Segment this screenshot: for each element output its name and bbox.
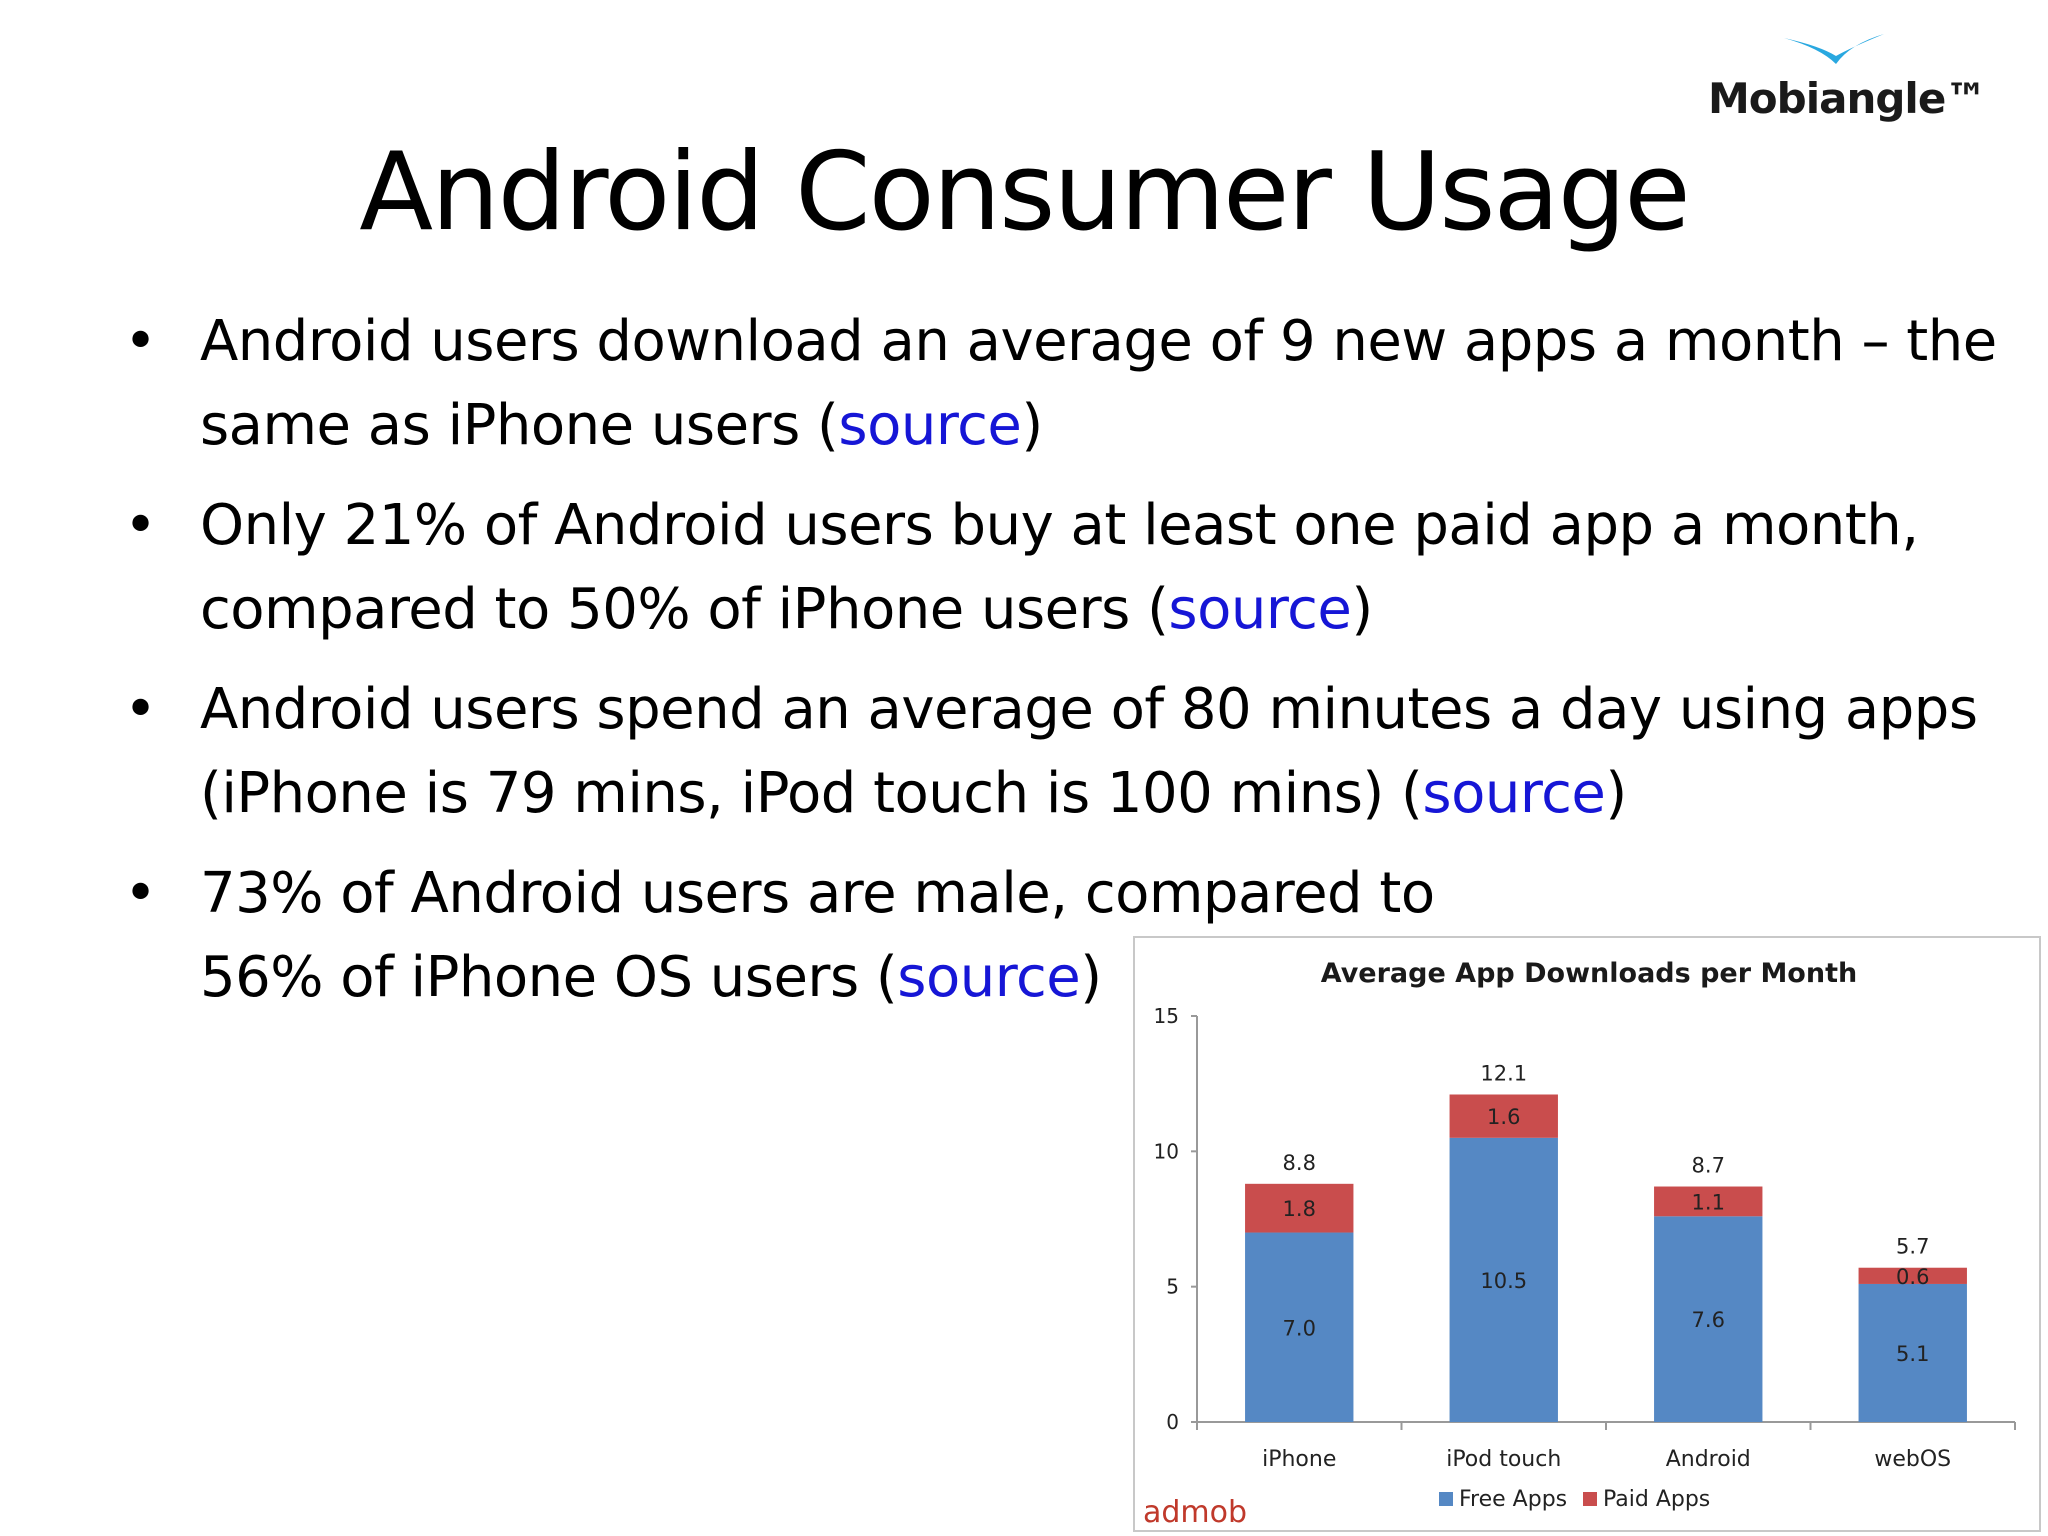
chart-title: Average App Downloads per Month xyxy=(1321,958,1857,989)
bar-segment xyxy=(1654,1186,1763,1217)
category-label: iPhone xyxy=(1262,1447,1336,1472)
logo-swoosh-icon xyxy=(1784,34,1884,64)
bullet-close: ) xyxy=(1605,761,1627,826)
bar-total-label: 5.7 xyxy=(1896,1235,1929,1259)
bullet-text: Android users spend an average of 80 min… xyxy=(200,677,1978,826)
bullet-item: • Android users spend an average of 80 mi… xyxy=(110,668,2010,836)
legend-swatch xyxy=(1439,1492,1453,1506)
bullet-icon: • xyxy=(124,309,157,374)
bullet-text: 73% of Android users are male, compared … xyxy=(200,861,1435,1010)
bar-value-label: 1.1 xyxy=(1692,1190,1725,1214)
bullet-item: • 73% of Android users are male, compared… xyxy=(110,852,1500,1020)
bullet-item: • Android users download an average of 9 … xyxy=(110,300,2010,468)
legend-label: Paid Apps xyxy=(1603,1487,1710,1512)
mobiangle-logo: Mobiangle™ xyxy=(1700,30,2000,140)
bar-value-label: 1.8 xyxy=(1283,1197,1316,1221)
bar-segment xyxy=(1245,1183,1354,1233)
bar-value-label: 7.0 xyxy=(1283,1316,1316,1340)
legend-swatch xyxy=(1583,1492,1597,1506)
source-link[interactable]: source xyxy=(1168,577,1352,642)
bullet-icon: • xyxy=(124,861,157,926)
bar-value-label: 1.6 xyxy=(1487,1105,1520,1129)
bar-value-label: 7.6 xyxy=(1692,1308,1725,1332)
category-label: iPod touch xyxy=(1446,1447,1561,1472)
bar-segment xyxy=(1858,1267,1967,1284)
bar-total-label: 12.1 xyxy=(1480,1061,1527,1085)
chart-panel: Average App Downloads per Month 0 5 10 15 7.… xyxy=(1133,936,2041,1532)
bar-value-label: 10.5 xyxy=(1480,1269,1527,1293)
bar-segment xyxy=(1449,1094,1558,1138)
category-label: Android xyxy=(1666,1447,1751,1472)
bullet-list: • Android users download an average of 9 … xyxy=(110,300,2010,1036)
bar-segment xyxy=(1654,1216,1763,1422)
bar-segment xyxy=(1449,1137,1558,1422)
admob-watermark: admob xyxy=(1143,1495,1247,1530)
logo-text: Mobiangle™ xyxy=(1708,74,1987,123)
page-title: Android Consumer Usage xyxy=(359,130,1690,255)
bar-total-label: 8.7 xyxy=(1692,1154,1725,1178)
bullet-icon: • xyxy=(124,677,157,742)
legend-label: Free Apps xyxy=(1459,1487,1567,1512)
bar-total-label: 8.8 xyxy=(1283,1151,1316,1175)
source-link[interactable]: source xyxy=(897,945,1081,1010)
y-tick-label: 0 xyxy=(1166,1410,1179,1434)
bullet-close: ) xyxy=(1351,577,1373,642)
bullet-icon: • xyxy=(124,493,157,558)
category-label: webOS xyxy=(1874,1447,1951,1472)
bar-segment xyxy=(1245,1232,1354,1422)
bar-value-label: 5.1 xyxy=(1896,1342,1929,1366)
y-tick-label: 10 xyxy=(1154,1139,1179,1163)
bullet-item: • Only 21% of Android users buy at least … xyxy=(110,484,2010,652)
bar-value-label: 0.6 xyxy=(1896,1265,1929,1289)
bullet-text: Android users download an average of 9 n… xyxy=(200,309,1997,458)
bullet-text: Only 21% of Android users buy at least o… xyxy=(200,493,1919,642)
source-link[interactable]: source xyxy=(838,393,1022,458)
y-tick-label: 15 xyxy=(1154,1004,1179,1028)
source-link[interactable]: source xyxy=(1422,761,1606,826)
bullet-close: ) xyxy=(1080,945,1102,1010)
bar-segment xyxy=(1858,1283,1967,1422)
y-tick-label: 5 xyxy=(1166,1275,1179,1299)
stacked-bar-chart: Average App Downloads per Month 0 5 10 15 7.… xyxy=(1143,958,2016,1530)
bullet-close: ) xyxy=(1021,393,1043,458)
